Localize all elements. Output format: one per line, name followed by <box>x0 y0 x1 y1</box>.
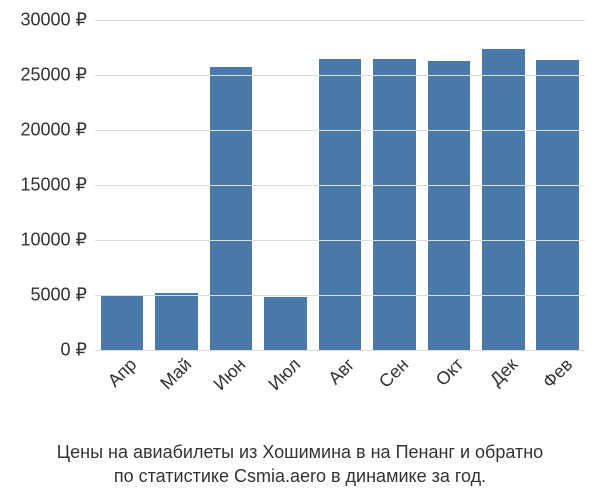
x-tick-label: Сен <box>371 350 413 392</box>
chart-caption: Цены на авиабилеты из Хошимина в на Пена… <box>0 440 600 489</box>
grid-line <box>95 350 585 351</box>
grid-line <box>95 20 585 21</box>
bar <box>373 59 415 351</box>
bar <box>101 295 143 350</box>
grid-line <box>95 240 585 241</box>
bar <box>210 67 252 350</box>
bar <box>536 60 578 350</box>
grid-line <box>95 75 585 76</box>
y-tick-label: 5000 ₽ <box>31 285 96 306</box>
plot-area: АпрМайИюнИюлАвгСенОктДекФев 0 ₽5000 ₽100… <box>95 20 585 350</box>
caption-line-2: по статистике Csmia.aero в динамике за г… <box>0 464 600 488</box>
x-tick-label: Окт <box>427 350 468 391</box>
y-tick-label: 0 ₽ <box>61 340 95 361</box>
x-tick-label: Июн <box>205 350 250 395</box>
x-tick-label: Авг <box>320 350 359 389</box>
grid-line <box>95 185 585 186</box>
x-tick-label: Апр <box>100 350 142 392</box>
caption-line-1: Цены на авиабилеты из Хошимина в на Пена… <box>0 440 600 464</box>
x-tick-label: Июл <box>260 350 305 395</box>
x-tick-label: Дек <box>482 350 522 390</box>
y-tick-label: 20000 ₽ <box>20 120 95 141</box>
y-tick-label: 30000 ₽ <box>20 10 95 31</box>
y-tick-label: 15000 ₽ <box>20 175 95 196</box>
bar <box>319 59 361 351</box>
y-tick-label: 10000 ₽ <box>20 230 95 251</box>
bar <box>482 49 524 350</box>
price-chart: АпрМайИюнИюл Авг Сен Окт Дек Фев 0 ₽ 5000 ₽ 100… <box>0 0 600 500</box>
bar <box>264 297 306 350</box>
grid-line <box>95 130 585 131</box>
x-tick-label: Фев <box>534 350 577 393</box>
bar <box>428 61 470 350</box>
bar <box>155 293 197 350</box>
y-tick-label: 25000 ₽ <box>20 65 95 86</box>
grid-line <box>95 295 585 296</box>
x-tick-label: Май <box>152 350 196 394</box>
